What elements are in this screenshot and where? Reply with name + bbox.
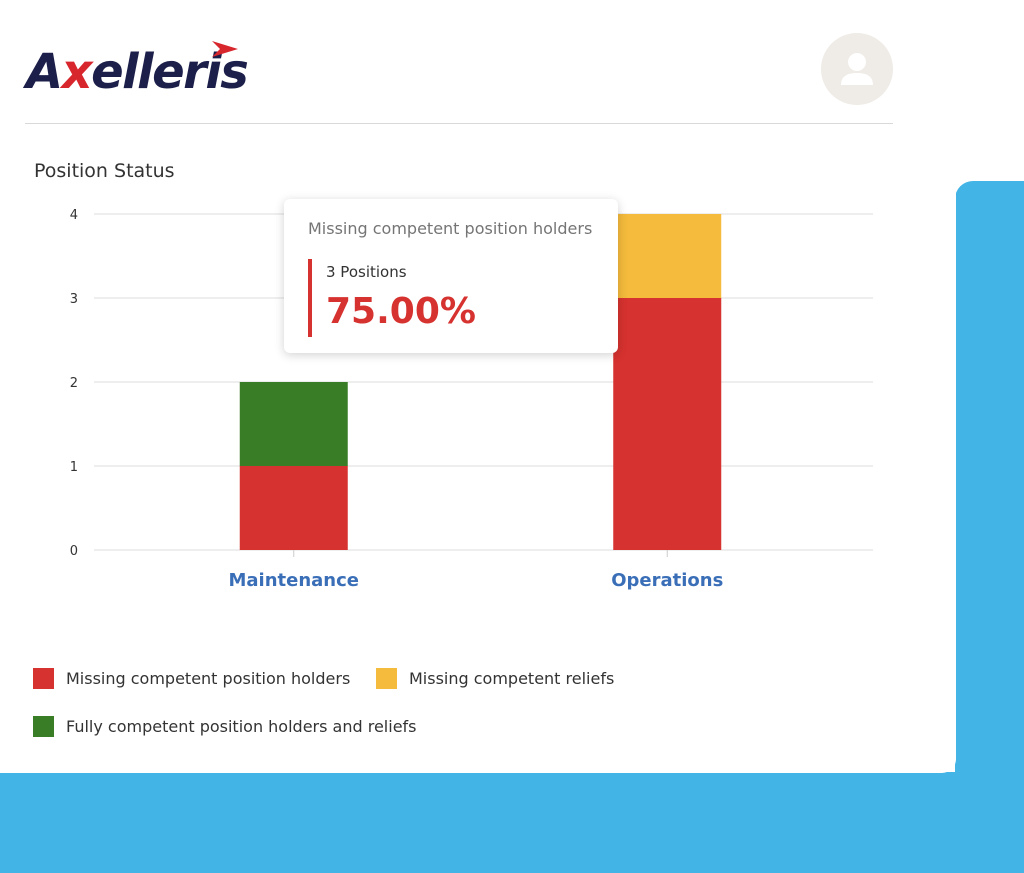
logo-text: Axelleris — [26, 44, 249, 100]
legend-label: Missing competent reliefs — [409, 669, 615, 688]
user-avatar-button[interactable] — [821, 33, 893, 105]
legend-swatch — [33, 716, 54, 737]
legend-item-missing-reliefs[interactable]: Missing competent reliefs — [376, 668, 614, 689]
tooltip-count: 3 Positions — [326, 263, 407, 281]
legend-swatch — [376, 668, 397, 689]
chart-tooltip: Missing competent position holders 3 Pos… — [284, 199, 618, 353]
y-tick-label: 0 — [70, 544, 78, 559]
chart-title: Position Status — [34, 160, 175, 182]
tooltip-title: Missing competent position holders — [308, 219, 593, 238]
bar-segment[interactable] — [239, 382, 348, 466]
tooltip-percent: 75.00% — [326, 291, 476, 332]
logo-chevron-icon — [212, 41, 238, 57]
header-divider — [25, 123, 893, 124]
user-icon — [841, 53, 873, 85]
legend-item-missing-holders[interactable]: Missing competent position holders — [33, 668, 350, 689]
tooltip-color-bar — [308, 259, 312, 337]
bar-segment[interactable] — [613, 298, 722, 550]
bar-segment[interactable] — [613, 214, 722, 298]
bar-segment[interactable] — [239, 466, 348, 550]
legend-swatch — [33, 668, 54, 689]
legend-item-fully-competent[interactable]: Fully competent position holders and rel… — [33, 716, 417, 737]
background-accent-bottom — [0, 772, 1024, 873]
background-accent-right — [955, 181, 1024, 873]
x-category-label: Maintenance — [228, 570, 359, 591]
dashboard-card: Axelleris Position Status 0 1 2 3 4 Maintenan… — [25, 33, 893, 737]
position-status-chart: 0 1 2 3 4 Maintenance Operations — [70, 208, 873, 591]
legend-label: Fully competent position holders and rel… — [66, 717, 417, 736]
y-tick-label: 1 — [70, 460, 78, 475]
brand-logo: Axelleris — [26, 40, 249, 104]
legend-label: Missing competent position holders — [66, 669, 351, 688]
x-category-label: Operations — [611, 570, 723, 591]
y-tick-label: 3 — [70, 292, 78, 307]
y-tick-label: 2 — [70, 376, 78, 391]
y-tick-label: 4 — [70, 208, 78, 223]
